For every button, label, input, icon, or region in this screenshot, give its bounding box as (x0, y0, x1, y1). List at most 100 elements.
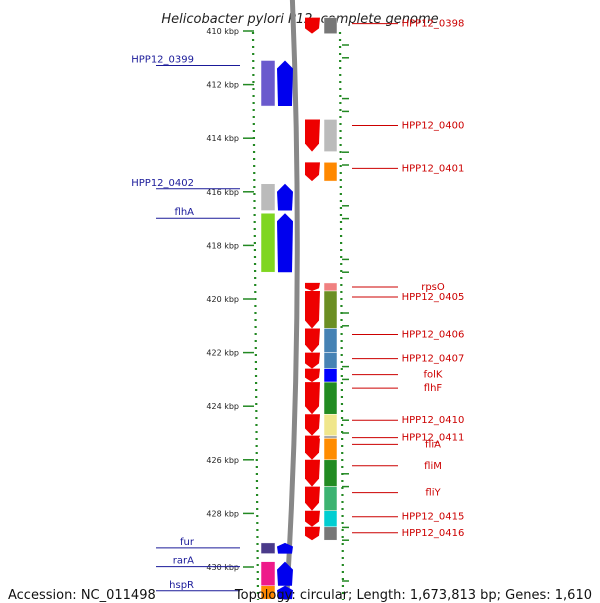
gene-label: HPP12_0402 (131, 178, 194, 189)
kbp-label: 412 kbp (206, 81, 239, 90)
strand-arrow (305, 526, 320, 541)
strand-arrow (277, 561, 293, 586)
gene-HPP12_0407 (305, 352, 398, 369)
gene-block (323, 290, 338, 329)
gene-label: HPP12_0399 (131, 54, 194, 65)
strand-arrow (305, 352, 320, 369)
left-dotted-ruler (251, 31, 260, 600)
gene-label: rarA (173, 556, 194, 567)
strand-arrow (305, 119, 320, 152)
gene-hspR (156, 585, 293, 600)
gene-flhF (305, 381, 398, 415)
kbp-label: 416 kbp (206, 188, 239, 197)
right-dotted-ruler (338, 31, 345, 600)
topology-text: Topology: circular; Length: 1,673,813 bp… (234, 588, 592, 603)
gene-block (323, 459, 338, 487)
gene-label: hspR (169, 580, 194, 591)
gene-blocks (156, 17, 398, 600)
strand-arrow (305, 162, 320, 182)
gene-label: HPP12_0398 (402, 19, 465, 30)
gene-label: HPP12_0410 (402, 415, 465, 426)
gene-HPP12_0410 (305, 413, 398, 436)
gene-label: fliA (425, 439, 441, 450)
strand-arrow (277, 60, 293, 107)
gene-label: HPP12_0407 (402, 354, 465, 365)
strand-arrow (305, 17, 320, 34)
kbp-label: 410 kbp (206, 27, 239, 36)
strand-arrow (305, 438, 320, 460)
gene-label: HPP12_0400 (402, 120, 465, 131)
gene-block (260, 585, 276, 600)
gene-block (260, 542, 276, 554)
gene-label: HPP12_0415 (402, 512, 465, 523)
strand-arrow (305, 368, 320, 383)
gene-rpsO (305, 282, 398, 292)
kbp-label: 414 kbp (206, 134, 239, 143)
gene-label: fur (180, 537, 195, 548)
kbp-label: 428 kbp (206, 509, 239, 518)
gene-label: HPP12_0406 (402, 329, 465, 340)
gene-label: fliM (424, 461, 442, 472)
gene-label: flhF (424, 383, 443, 394)
gene-label: flhA (175, 207, 195, 218)
gene-HPP12_0399 (156, 60, 293, 107)
gene-block (323, 413, 338, 436)
strand-arrow (305, 459, 320, 487)
gene-block (323, 352, 338, 369)
accession-text: Accession: NC_011498 (8, 588, 156, 603)
gene-folK (305, 368, 398, 383)
gene-block (323, 486, 338, 511)
gene-fliA (305, 438, 398, 461)
gene-block (323, 526, 338, 541)
gene-label: HPP12_0401 (402, 163, 465, 174)
gene-block (323, 119, 338, 152)
gene-block (323, 162, 338, 182)
kbp-label: 418 kbp (206, 241, 239, 250)
gene-HPP12_0402 (156, 183, 293, 211)
gene-block (260, 183, 276, 211)
gene-block (323, 510, 338, 528)
gene-fliM (305, 459, 398, 487)
gene-block (323, 368, 338, 383)
strand-arrow (305, 328, 320, 353)
kbp-label: 422 kbp (206, 349, 239, 358)
gene-HPP12_0401 (305, 162, 398, 182)
kbp-label: 420 kbp (206, 295, 239, 304)
gene-fliY (305, 486, 398, 511)
strand-arrow (305, 510, 320, 527)
strand-arrow (305, 414, 320, 436)
map-title: Helicobacter pylori P12, complete genome (161, 12, 438, 27)
gene-label: HPP12_0416 (402, 528, 465, 539)
gene-label: rpsO (421, 282, 445, 293)
kbp-label: 426 kbp (206, 456, 239, 465)
gene-HPP12_0416 (305, 526, 398, 541)
gene-HPP12_0398 (305, 17, 398, 34)
kbp-label: 430 kbp (206, 563, 239, 572)
strand-arrow (277, 213, 293, 273)
gene-block (323, 381, 338, 415)
gene-fur (156, 542, 293, 554)
gene-HPP12_0405 (305, 290, 398, 329)
gene-block (323, 328, 338, 353)
gene-flhA (156, 212, 293, 273)
gene-block (260, 60, 276, 107)
gene-HPP12_0400 (305, 119, 398, 152)
gene-label: HPP12_0405 (402, 292, 465, 303)
gene-block (323, 282, 338, 292)
strand-arrow (305, 290, 320, 329)
gene-label: folK (424, 370, 443, 381)
strand-arrow (277, 542, 293, 554)
strand-arrow (305, 282, 320, 291)
gene-label: fliY (425, 488, 441, 499)
gene-HPP12_0415 (305, 510, 398, 528)
gene-label: HPP12_0411 (402, 433, 465, 444)
gene-labels: HPP12_0399 HPP12_0402 flhA fur rarA hspR HPP12… (131, 19, 464, 591)
ruler: 410 kbp 412 kbp 414 kbp 416 kbp 418 kbp 420 k… (206, 27, 349, 600)
gene-HPP12_0406 (305, 328, 398, 353)
gene-block (260, 212, 276, 273)
genome-backbone (284, 0, 300, 600)
gene-block (323, 17, 338, 34)
gene-block (323, 438, 338, 461)
gene-rarA (156, 561, 293, 587)
